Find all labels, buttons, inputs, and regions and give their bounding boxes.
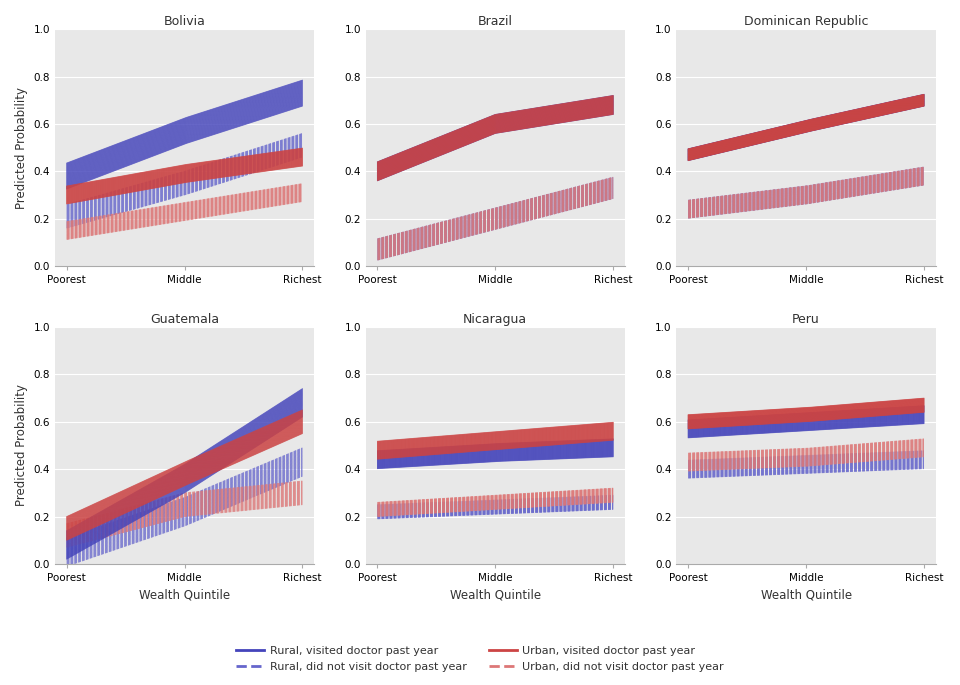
Title: Peru: Peru xyxy=(792,313,820,326)
X-axis label: Wealth Quintile: Wealth Quintile xyxy=(449,588,540,601)
Title: Brazil: Brazil xyxy=(478,15,513,28)
Title: Dominican Republic: Dominican Republic xyxy=(744,15,868,28)
Title: Nicaragua: Nicaragua xyxy=(464,313,527,326)
Title: Bolivia: Bolivia xyxy=(163,15,205,28)
X-axis label: Wealth Quintile: Wealth Quintile xyxy=(760,588,852,601)
Legend: Rural, visited doctor past year, Rural, did not visit doctor past year, Urban, v: Rural, visited doctor past year, Rural, … xyxy=(232,642,728,676)
Y-axis label: Predicted Probability: Predicted Probability xyxy=(15,86,28,209)
Y-axis label: Predicted Probability: Predicted Probability xyxy=(15,384,28,506)
Title: Guatemala: Guatemala xyxy=(150,313,219,326)
X-axis label: Wealth Quintile: Wealth Quintile xyxy=(139,588,230,601)
